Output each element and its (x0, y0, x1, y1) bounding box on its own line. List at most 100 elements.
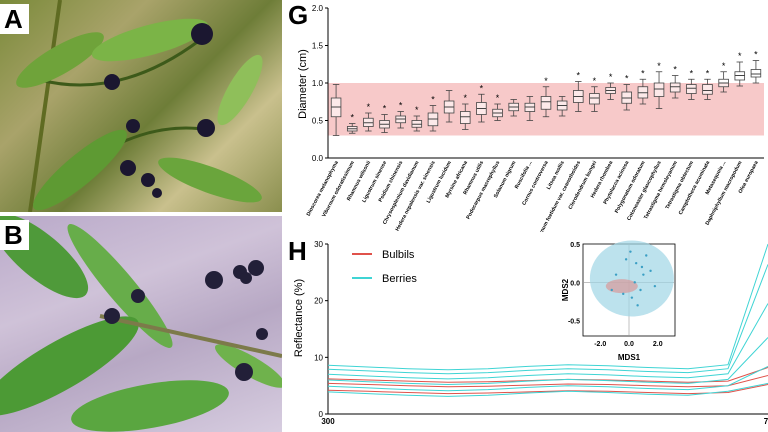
y-axis-label: Reflectance (%) (293, 279, 305, 357)
berry (235, 363, 253, 381)
leaf (71, 380, 229, 432)
significance-asterisk: * (673, 65, 677, 75)
y-tick-label: 0.0 (312, 154, 324, 163)
y-tick-label: 1.0 (312, 79, 324, 88)
inset-point (614, 273, 618, 276)
leaf (217, 54, 263, 126)
x-tick-label: 300 (321, 417, 335, 426)
series-line-berries (327, 382, 768, 397)
berry (126, 119, 140, 133)
mds-inset: MDS2 MDS1 -2.0 0.0 2.0 0.5 0.0 -0.5 (561, 240, 676, 362)
y-tick-label: 0 (319, 410, 324, 419)
significance-asterisk: * (383, 104, 387, 114)
branch-stem (99, 314, 282, 358)
significance-asterisk: * (367, 102, 371, 112)
legend-label-berries: Berries (382, 273, 417, 285)
y-tick-label: 2.0 (312, 4, 324, 13)
leaf (33, 129, 127, 211)
series-line-berries (327, 303, 768, 380)
significance-asterisk: * (722, 61, 726, 71)
inset-point (642, 273, 645, 276)
series-line-berries (327, 337, 768, 386)
leaf (0, 316, 139, 416)
significance-asterisk: * (690, 68, 694, 78)
significance-asterisk: * (431, 95, 435, 105)
berry (191, 23, 213, 45)
box (653, 82, 665, 97)
inset-y-tick-label: -0.5 (568, 319, 580, 326)
box (686, 84, 697, 94)
box (589, 93, 600, 105)
berry (197, 119, 215, 137)
leaf (67, 224, 173, 348)
series-line-berries (327, 264, 768, 375)
reflectance-chart: Reflectance (%) 0 10 20 30 300 7 Bulbils Berr… (293, 240, 768, 426)
inset-point (630, 296, 634, 299)
inset-point (634, 261, 638, 265)
series-line-bulbils (327, 375, 768, 388)
branch-stem (28, 0, 62, 212)
inset-point (622, 292, 625, 296)
x-tick-label: 7 (764, 417, 768, 426)
box (669, 82, 681, 93)
significance-asterisk: * (625, 74, 629, 84)
berry (240, 272, 252, 284)
y-axis-label: Diameter (cm) (297, 49, 309, 119)
berry (152, 188, 162, 198)
inset-x-tick-label: -2.0 (594, 341, 606, 348)
series-line-berries (327, 243, 768, 371)
box (540, 96, 552, 110)
series-line-berries (327, 365, 768, 392)
y-tick-label: 20 (314, 297, 323, 306)
berry (205, 271, 223, 289)
legend-label-bulbils: Bulbils (382, 249, 415, 261)
berry (104, 74, 120, 90)
significance-asterisk: * (399, 101, 403, 111)
box (750, 69, 762, 78)
significance-asterisk: * (657, 61, 661, 71)
panel-label-h: H (288, 236, 307, 266)
inset-point (639, 288, 642, 292)
series-line-bulbils (327, 384, 768, 395)
y-tick-label: 1.5 (312, 42, 324, 51)
berry (104, 308, 120, 324)
significance-asterisk: * (706, 68, 710, 78)
significance-asterisk: * (738, 51, 742, 61)
branch-stem (39, 38, 201, 87)
significance-asterisk: * (577, 71, 581, 81)
inset-point (624, 258, 628, 261)
leaf (91, 18, 209, 62)
significance-asterisk: * (480, 83, 484, 93)
berry (120, 160, 136, 176)
significance-asterisk: * (350, 113, 354, 123)
significance-asterisk: * (609, 72, 613, 82)
photo-b (0, 216, 282, 432)
category-label: Polygonatum odoratum (614, 160, 647, 215)
inset-x-tick-label: 2.0 (653, 341, 663, 348)
inset-y-label: MDS2 (561, 278, 570, 301)
panel-label-g: G (288, 0, 309, 30)
y-tick-label: 10 (314, 353, 323, 362)
y-tick-label: 0.5 (312, 117, 324, 126)
inset-x-tick-label: 0.0 (624, 341, 634, 348)
panel-label-a: A (0, 4, 29, 34)
leaf (16, 32, 104, 88)
y-tick-label: 30 (314, 240, 323, 249)
berry (141, 173, 155, 187)
inset-point (610, 288, 613, 292)
significance-asterisk: * (415, 105, 419, 115)
significance-asterisk: * (544, 76, 548, 86)
significance-asterisk: * (464, 93, 468, 103)
inset-y-tick-label: 0.5 (570, 242, 580, 249)
significance-asterisk: * (641, 68, 645, 78)
significance-asterisk: * (496, 93, 500, 103)
inset-point (649, 269, 652, 273)
berry (248, 260, 264, 276)
inset-point (653, 284, 657, 288)
box (702, 84, 713, 95)
inset-bulbils-ellipse (605, 279, 638, 294)
panel-label-b: B (0, 220, 29, 250)
inset-point (640, 265, 644, 269)
inset-point (629, 250, 632, 253)
